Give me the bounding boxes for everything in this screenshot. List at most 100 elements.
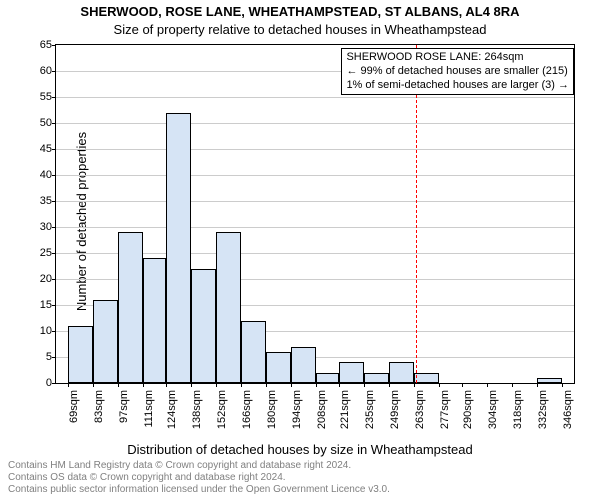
- annotation-box: SHERWOOD ROSE LANE: 264sqm← 99% of detac…: [341, 48, 574, 95]
- annotation-line: SHERWOOD ROSE LANE: 264sqm: [346, 51, 569, 65]
- y-tick-label: 55: [12, 91, 52, 103]
- x-tick-mark: [562, 384, 563, 387]
- histogram-bar: [364, 373, 389, 383]
- y-tick-label: 5: [12, 351, 52, 363]
- y-tick-label: 50: [12, 117, 52, 129]
- x-tick-label: 208sqm: [316, 390, 328, 440]
- y-tick-mark: [52, 357, 55, 358]
- x-tick-label: 277sqm: [439, 390, 451, 440]
- gridline: [56, 227, 574, 228]
- y-tick-mark: [52, 123, 55, 124]
- histogram-bar: [266, 352, 291, 383]
- y-tick-label: 25: [12, 247, 52, 259]
- y-tick-mark: [52, 331, 55, 332]
- x-tick-mark: [93, 384, 94, 387]
- x-tick-mark: [389, 384, 390, 387]
- annotation-line: ← 99% of detached houses are smaller (21…: [346, 65, 569, 79]
- y-tick-label: 0: [12, 377, 52, 389]
- y-tick-label: 30: [12, 221, 52, 233]
- x-tick-mark: [537, 384, 538, 387]
- histogram-bar: [143, 258, 166, 383]
- x-tick-label: 290sqm: [462, 390, 474, 440]
- x-tick-label: 138sqm: [191, 390, 203, 440]
- x-tick-label: 249sqm: [389, 390, 401, 440]
- y-tick-label: 20: [12, 273, 52, 285]
- annotation-line: 1% of semi-detached houses are larger (3…: [346, 79, 569, 93]
- y-tick-mark: [52, 149, 55, 150]
- footer-line: Contains OS data © Crown copyright and d…: [8, 472, 390, 484]
- y-tick-mark: [52, 253, 55, 254]
- histogram-bar: [291, 347, 316, 383]
- x-tick-label: 304sqm: [487, 390, 499, 440]
- x-axis-label: Distribution of detached houses by size …: [0, 442, 600, 457]
- y-tick-mark: [52, 45, 55, 46]
- y-tick-mark: [52, 279, 55, 280]
- gridline: [56, 201, 574, 202]
- x-tick-label: 166sqm: [241, 390, 253, 440]
- y-tick-label: 35: [12, 195, 52, 207]
- y-tick-label: 15: [12, 299, 52, 311]
- footer: Contains HM Land Registry data © Crown c…: [8, 460, 390, 496]
- x-tick-mark: [487, 384, 488, 387]
- x-tick-mark: [364, 384, 365, 387]
- y-tick-label: 10: [12, 325, 52, 337]
- x-tick-mark: [68, 384, 69, 387]
- gridline: [56, 149, 574, 150]
- y-tick-mark: [52, 305, 55, 306]
- histogram-bar: [118, 232, 143, 383]
- gridline: [56, 123, 574, 124]
- x-tick-mark: [339, 384, 340, 387]
- x-tick-label: 263sqm: [414, 390, 426, 440]
- x-tick-label: 332sqm: [537, 390, 549, 440]
- histogram-bar: [191, 269, 216, 383]
- x-tick-label: 83sqm: [93, 390, 105, 440]
- y-tick-mark: [52, 227, 55, 228]
- x-tick-mark: [191, 384, 192, 387]
- x-tick-mark: [166, 384, 167, 387]
- y-tick-label: 65: [12, 39, 52, 51]
- footer-line: Contains HM Land Registry data © Crown c…: [8, 460, 390, 472]
- y-tick-mark: [52, 71, 55, 72]
- gridline: [56, 97, 574, 98]
- x-tick-mark: [216, 384, 217, 387]
- x-tick-mark: [143, 384, 144, 387]
- x-tick-mark: [316, 384, 317, 387]
- x-tick-label: 180sqm: [266, 390, 278, 440]
- chart-container: SHERWOOD, ROSE LANE, WHEATHAMPSTEAD, ST …: [0, 0, 600, 500]
- chart-subtitle: Size of property relative to detached ho…: [0, 22, 600, 37]
- histogram-bar: [414, 373, 439, 383]
- x-tick-label: 194sqm: [291, 390, 303, 440]
- histogram-bar: [68, 326, 93, 383]
- x-tick-label: 318sqm: [512, 390, 524, 440]
- y-tick-label: 60: [12, 65, 52, 77]
- x-tick-mark: [118, 384, 119, 387]
- x-tick-label: 221sqm: [339, 390, 351, 440]
- gridline: [56, 175, 574, 176]
- reference-line: [416, 45, 417, 383]
- y-tick-mark: [52, 201, 55, 202]
- histogram-bar: [537, 378, 562, 383]
- histogram-bar: [166, 113, 191, 383]
- histogram-bar: [339, 362, 364, 383]
- histogram-bar: [389, 362, 414, 383]
- footer-line: Contains public sector information licen…: [8, 484, 390, 496]
- x-tick-mark: [439, 384, 440, 387]
- histogram-bar: [216, 232, 241, 383]
- y-tick-mark: [52, 97, 55, 98]
- x-tick-label: 111sqm: [143, 390, 155, 440]
- x-tick-label: 235sqm: [364, 390, 376, 440]
- histogram-bar: [316, 373, 339, 383]
- x-tick-mark: [414, 384, 415, 387]
- y-tick-mark: [52, 383, 55, 384]
- histogram-bar: [241, 321, 266, 383]
- x-tick-label: 152sqm: [216, 390, 228, 440]
- y-tick-mark: [52, 175, 55, 176]
- chart-title: SHERWOOD, ROSE LANE, WHEATHAMPSTEAD, ST …: [0, 4, 600, 19]
- x-tick-label: 69sqm: [68, 390, 80, 440]
- x-tick-label: 97sqm: [118, 390, 130, 440]
- y-tick-label: 40: [12, 169, 52, 181]
- x-tick-mark: [291, 384, 292, 387]
- y-tick-label: 45: [12, 143, 52, 155]
- x-tick-label: 346sqm: [562, 390, 574, 440]
- x-tick-label: 124sqm: [166, 390, 178, 440]
